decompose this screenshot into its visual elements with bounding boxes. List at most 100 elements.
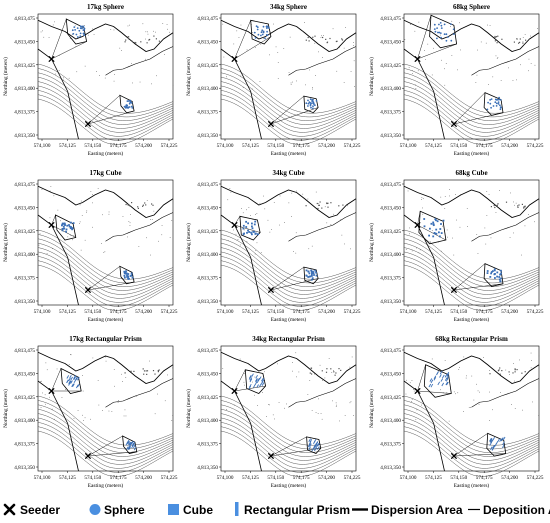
background-point (431, 230, 433, 231)
cube-point (310, 269, 312, 272)
background-point (157, 370, 159, 372)
prism-point (445, 381, 449, 386)
cube-point (438, 231, 440, 234)
background-point (521, 372, 523, 374)
background-point (286, 403, 287, 405)
background-point (90, 191, 92, 192)
background-point (229, 188, 231, 189)
background-point (322, 36, 324, 39)
sphere-point (439, 22, 442, 24)
background-point (86, 211, 87, 213)
road-line (220, 380, 262, 472)
deposition-area (417, 15, 457, 60)
sphere-point (82, 25, 84, 28)
background-point (509, 237, 511, 238)
contour-line (220, 400, 357, 450)
y-axis-label: Northing (meters) (185, 57, 192, 96)
prism-point (72, 383, 75, 387)
cube-point (71, 228, 73, 231)
background-point (501, 38, 503, 40)
background-point (69, 38, 71, 39)
prism-point (501, 437, 504, 441)
background-point (70, 235, 72, 236)
background-point (427, 43, 429, 45)
background-point (277, 52, 279, 53)
background-point (495, 55, 497, 57)
background-point (92, 226, 93, 228)
x-tick-label: 574,125 (242, 309, 259, 315)
seeder-marker (48, 388, 55, 394)
background-point (353, 415, 354, 416)
background-point (250, 215, 251, 216)
y-axis-label: Northing (meters) (185, 389, 192, 428)
background-point (233, 229, 234, 231)
seeder-marker (267, 453, 274, 459)
contour-line (220, 413, 357, 461)
x-axis-label: Easting (meters) (454, 482, 490, 489)
background-point (412, 73, 413, 74)
panel-title: 17kg Cube (89, 169, 121, 177)
y-tick-label: 4,813,375 (14, 442, 35, 448)
prism-point (254, 381, 258, 386)
background-point (296, 376, 297, 378)
background-point (139, 81, 141, 83)
background-point (272, 414, 274, 416)
cube-point (310, 278, 313, 281)
contour-line (220, 72, 357, 121)
prism-point (489, 438, 492, 442)
cube-point (126, 276, 128, 278)
background-point (334, 374, 336, 376)
background-point (530, 63, 532, 64)
cube-point (496, 271, 499, 274)
dispersion-area (483, 92, 504, 116)
background-point (121, 50, 122, 51)
x-tick-label: 574,200 (135, 143, 152, 149)
background-point (451, 20, 453, 22)
y-tick-label: 4,813,450 (197, 205, 218, 211)
background-point (153, 35, 155, 37)
y-tick-label: 4,813,475 (14, 16, 35, 22)
sphere-point (490, 98, 493, 100)
background-point (513, 201, 514, 203)
background-point (456, 219, 457, 221)
background-point (499, 373, 501, 375)
contour-lines (220, 63, 357, 145)
background-point (477, 390, 479, 392)
cube-point (498, 278, 501, 281)
background-point (321, 370, 323, 372)
background-point (124, 409, 126, 411)
background-point (353, 42, 354, 43)
cube-point (311, 273, 313, 276)
cube-point (430, 222, 433, 225)
cube-point (69, 227, 72, 230)
y-tick-label: 4,813,350 (197, 133, 218, 139)
background-point (82, 414, 83, 416)
sphere-point (72, 32, 75, 35)
background-point (267, 219, 269, 221)
legend: Seeder Sphere Cube Rectangular Prism Dis… (3, 502, 550, 517)
prism-point (70, 380, 73, 384)
seeder-marker (450, 453, 457, 459)
y-tick-label: 4,813,350 (380, 133, 401, 139)
background-point (307, 198, 309, 200)
background-point (166, 24, 168, 25)
x-tick-label: 574,225 (344, 309, 361, 315)
sphere-point (75, 33, 78, 36)
background-point (447, 236, 448, 238)
background-point (233, 43, 235, 45)
cube-point (313, 274, 315, 276)
sphere-point (83, 34, 86, 36)
background-point (314, 373, 315, 375)
background-point (51, 408, 53, 410)
background-point (409, 233, 410, 235)
prism-point (255, 374, 258, 379)
background-point (509, 374, 510, 375)
panel-title: 34kg Rectangular Prism (252, 335, 325, 343)
background-point (146, 237, 147, 239)
background-point (459, 367, 460, 368)
background-point (292, 362, 293, 363)
y-tick-label: 4,813,400 (197, 252, 218, 258)
prism-point (128, 446, 131, 450)
background-point (318, 398, 319, 400)
plot-frame (37, 345, 174, 472)
